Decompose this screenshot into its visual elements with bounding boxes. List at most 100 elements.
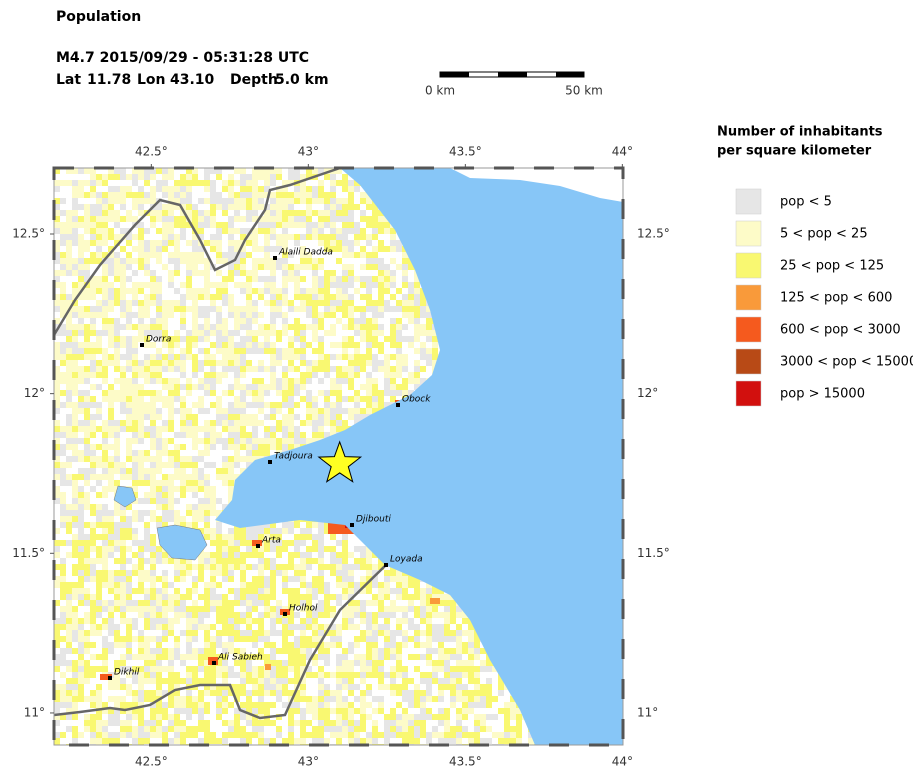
pop-cell [354,414,360,420]
pop-cell [342,534,348,540]
pop-cell [264,216,270,222]
pop-cell [162,204,168,210]
pop-cell [156,516,162,522]
pop-cell [342,180,348,186]
pop-cell [234,360,240,366]
pop-cell [192,462,198,468]
pop-cell [72,480,78,486]
pop-cell [300,234,306,240]
pop-cell [330,240,336,246]
pop-cell [342,312,348,318]
pop-cell [198,288,204,294]
pop-cell [252,552,258,558]
pop-cell [150,198,156,204]
pop-cell [366,582,372,588]
pop-cell [156,210,162,216]
pop-cell [258,324,264,330]
pop-cell [84,414,90,420]
pop-cell [192,522,198,528]
pop-cell [222,504,228,510]
pop-cell [72,504,78,510]
pop-cell [198,336,204,342]
pop-cell [186,558,192,564]
pop-cell [72,414,78,420]
pop-cell [78,204,84,210]
pop-cell [300,582,306,588]
pop-cell [150,372,156,378]
pop-cell [288,270,294,276]
pop-cell [270,222,276,228]
pop-cell [312,294,318,300]
pop-cell [186,504,192,510]
pop-cell [138,258,144,264]
depth-label: Depth [230,72,278,88]
pop-cell [102,390,108,396]
pop-cell [168,456,174,462]
pop-cell [108,486,114,492]
pop-cell [240,306,246,312]
pop-cell [264,402,270,408]
pop-cell [144,258,150,264]
pop-cell [216,396,222,402]
pop-cell [198,408,204,414]
pop-cell [192,222,198,228]
pop-cell [90,396,96,402]
pop-cell [228,342,234,348]
pop-cell [96,546,102,552]
pop-cell [144,522,150,528]
pop-cell [234,264,240,270]
pop-cell [336,558,342,564]
pop-cell [348,564,354,570]
pop-cell [306,258,312,264]
lon-value: 43.10 [170,72,215,88]
pop-cell [144,198,150,204]
pop-cell [300,276,306,282]
pop-cell [288,576,294,582]
pop-cell [306,210,312,216]
pop-cell [132,174,138,180]
pop-cell [372,204,378,210]
pop-cell [252,210,258,216]
pop-cell [312,210,318,216]
pop-cell [138,300,144,306]
pop-cell [282,576,288,582]
pop-cell [300,432,306,438]
pop-cell [342,552,348,558]
pop-cell [168,282,174,288]
pop-cell [240,288,246,294]
pop-cell [66,330,72,336]
pop-cell [150,510,156,516]
pop-cell [372,276,378,282]
pop-cell [336,582,342,588]
pop-cell [294,378,300,384]
pop-cell [210,558,216,564]
pop-cell [156,546,162,552]
pop-cell [90,324,96,330]
pop-cell [156,168,162,174]
pop-cell [336,318,342,324]
pop-cell [312,318,318,324]
pop-cell [378,402,384,408]
pop-cell [108,576,114,582]
pop-cell [300,564,306,570]
pop-cell [300,330,306,336]
pop-cell [120,294,126,300]
pop-cell [252,582,258,588]
pop-cell [372,402,378,408]
pop-cell [72,390,78,396]
pop-cell [174,234,180,240]
pop-cell [138,462,144,468]
pop-cell [96,408,102,414]
pop-cell [96,522,102,528]
pop-cell [180,396,186,402]
pop-cell [186,414,192,420]
pop-cell [66,318,72,324]
pop-cell [270,408,276,414]
pop-cell [60,234,66,240]
pop-cell [138,480,144,486]
pop-cell [72,516,78,522]
pop-cell [276,546,282,552]
pop-cell [366,558,372,564]
pop-cell [210,504,216,510]
pop-cell [384,246,390,252]
